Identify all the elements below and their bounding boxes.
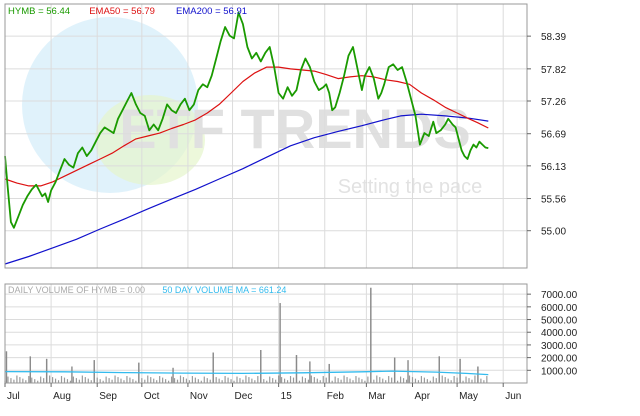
volume-y-tick-label: 3000.00 xyxy=(541,341,578,352)
volume-y-tick-label: 4000.00 xyxy=(541,328,578,339)
legend-price-item: EMA200 = 56.91 xyxy=(176,6,247,17)
price-y-tick-label: 56.13 xyxy=(541,162,566,173)
price-y-tick-label: 57.26 xyxy=(541,97,566,108)
legend-volume-item: 50 DAY VOLUME MA = 661.24 xyxy=(162,285,286,295)
price-y-tick-label: 57.82 xyxy=(541,65,566,76)
x-tick-label: Aug xyxy=(53,391,71,402)
legend-volume-item: DAILY VOLUME OF HYMB = 0.00 xyxy=(8,285,145,295)
x-tick-label: Nov xyxy=(190,391,208,402)
price-y-tick-label: 56.69 xyxy=(541,130,566,141)
x-tick-label: 15 xyxy=(281,391,293,402)
volume-y-tick-label: 1000.00 xyxy=(541,366,578,377)
x-tick-label: Oct xyxy=(144,391,160,402)
x-tick-label: Apr xyxy=(414,391,430,402)
x-tick-label: Dec xyxy=(235,391,253,402)
x-tick-label: Mar xyxy=(368,391,386,402)
legend-price-item: EMA50 = 56.79 xyxy=(89,6,155,17)
watermark-tagline: Setting the pace xyxy=(338,176,483,198)
volume-y-tick-label: 5000.00 xyxy=(541,316,578,327)
series-line-ema50 xyxy=(4,66,489,187)
x-tick-label: Feb xyxy=(327,391,345,402)
x-tick-label: Jul xyxy=(7,391,20,402)
x-tick-label: May xyxy=(459,391,478,402)
volume-y-tick-label: 6000.00 xyxy=(541,303,578,314)
series-line-hymb xyxy=(4,11,489,229)
x-tick-label: Jun xyxy=(505,391,521,402)
price-y-tick-label: 55.56 xyxy=(541,195,566,206)
price-y-tick-label: 55.00 xyxy=(541,227,566,238)
price-plot-frame xyxy=(4,3,528,269)
x-tick-label: Sep xyxy=(99,391,117,402)
watermark-logo-leaf xyxy=(95,95,205,185)
volume-y-tick-label: 2000.00 xyxy=(541,354,578,365)
volume-plot-frame xyxy=(4,283,528,384)
series-line-ema200 xyxy=(4,113,489,265)
legend-price-item: HYMB = 56.44 xyxy=(8,6,70,17)
volume-ma-series-line xyxy=(4,370,489,376)
price-y-tick-label: 58.39 xyxy=(541,32,566,43)
volume-y-tick-label: 7000.00 xyxy=(541,290,578,301)
